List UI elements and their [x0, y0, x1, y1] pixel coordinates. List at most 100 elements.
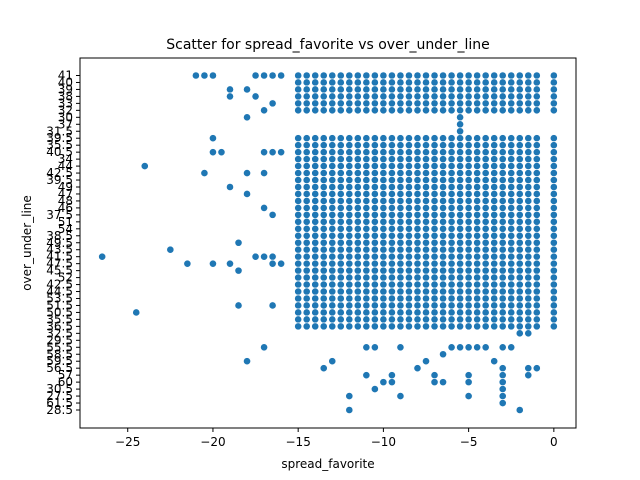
data-point [515, 210, 524, 219]
data-points [98, 71, 558, 414]
data-point [439, 169, 447, 177]
data-point [362, 99, 371, 108]
data-point [362, 371, 371, 380]
data-point [549, 224, 558, 233]
data-point [396, 210, 405, 219]
data-point [370, 99, 379, 108]
data-point [302, 197, 311, 205]
data-point [405, 190, 413, 198]
data-point [370, 322, 379, 331]
data-point [507, 169, 516, 177]
data-point [294, 71, 303, 80]
data-point [498, 92, 507, 101]
data-point [549, 85, 558, 94]
data-point [507, 238, 516, 247]
data-point [481, 197, 490, 205]
data-point [362, 245, 371, 254]
data-point [388, 252, 396, 261]
data-point [294, 217, 303, 226]
data-point [294, 315, 303, 324]
data-point [524, 190, 533, 198]
data-point [549, 315, 558, 324]
data-point [498, 71, 507, 80]
data-point [132, 308, 141, 317]
data-point [388, 210, 396, 219]
data-point [456, 99, 464, 108]
data-point [370, 197, 379, 205]
data-point [532, 183, 541, 191]
data-point [413, 92, 422, 101]
data-point [532, 273, 541, 282]
data-point [413, 210, 422, 219]
data-point [294, 162, 303, 170]
data-point [345, 273, 354, 282]
data-point [388, 273, 396, 282]
data-point [336, 176, 345, 184]
data-point [430, 287, 439, 296]
data-point [532, 176, 541, 184]
y-tick-label: 36.5 [46, 319, 73, 333]
data-point [362, 280, 371, 289]
data-point [481, 294, 490, 303]
data-point [302, 78, 311, 87]
data-point [226, 92, 234, 101]
data-point [294, 176, 303, 184]
data-point [388, 204, 396, 212]
data-point [328, 155, 337, 164]
data-point [490, 301, 499, 310]
data-point [302, 259, 311, 268]
data-point [370, 106, 379, 115]
data-point [319, 294, 328, 303]
data-point [328, 280, 337, 289]
data-point [260, 169, 268, 177]
data-point [319, 176, 328, 184]
data-point [328, 99, 337, 108]
data-point [362, 162, 371, 170]
data-point [507, 252, 516, 261]
data-point [430, 259, 439, 268]
data-point [447, 315, 456, 324]
data-point [498, 197, 507, 205]
data-point [413, 85, 422, 94]
data-point [473, 197, 482, 205]
data-point [464, 148, 473, 157]
data-point [507, 204, 516, 212]
data-point [456, 141, 464, 150]
data-point [422, 245, 430, 254]
data-point [328, 245, 337, 254]
data-point [507, 210, 516, 219]
data-point [336, 183, 345, 191]
data-point [430, 224, 439, 233]
data-point [413, 155, 422, 164]
data-point [481, 106, 490, 115]
y-tick-label: 32.5 [46, 326, 73, 340]
data-point [362, 106, 371, 115]
data-point [473, 308, 482, 317]
data-point [319, 322, 328, 331]
data-point [549, 266, 558, 275]
data-point [294, 301, 303, 310]
data-point [362, 85, 371, 94]
data-point [439, 71, 447, 80]
data-point [251, 252, 260, 261]
data-point [498, 315, 507, 324]
data-point [362, 315, 371, 324]
data-point [362, 176, 371, 184]
data-point [456, 134, 464, 143]
data-point [413, 252, 422, 261]
data-point [379, 176, 388, 184]
data-point [498, 106, 507, 115]
data-point [405, 245, 413, 254]
data-point [447, 155, 456, 164]
data-point [328, 92, 337, 101]
data-point [379, 162, 388, 170]
data-point [388, 71, 396, 80]
data-point [413, 245, 422, 254]
data-point [456, 120, 464, 129]
data-point [336, 141, 345, 150]
data-point [524, 266, 533, 275]
data-point [396, 252, 405, 261]
data-point [353, 85, 362, 94]
data-point [524, 371, 533, 380]
data-point [328, 78, 337, 87]
